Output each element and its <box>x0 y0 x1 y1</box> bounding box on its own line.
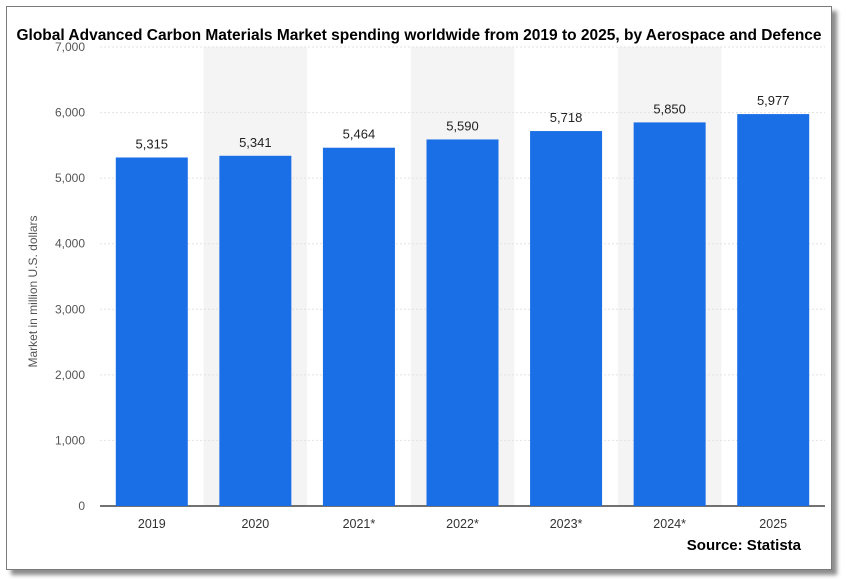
x-tick-label: 2025 <box>759 517 787 531</box>
y-tick-label: 0 <box>78 499 85 513</box>
bar <box>322 147 395 506</box>
y-tick-label: 7,000 <box>55 40 85 54</box>
bar <box>219 155 292 506</box>
x-tick-label: 2020 <box>241 517 269 531</box>
bar <box>426 139 499 506</box>
bar-value-label: 5,977 <box>757 93 790 108</box>
x-tick-label: 2024* <box>653 517 686 531</box>
x-tick-label: 2021* <box>343 517 376 531</box>
x-tick-label: 2023* <box>550 517 583 531</box>
y-tick-label: 1,000 <box>55 433 85 447</box>
y-tick-label: 3,000 <box>55 302 85 316</box>
x-tick-label: 2022* <box>446 517 479 531</box>
bar <box>737 114 810 506</box>
bar-chart: 0 1,000 2,000 3,000 4,000 5,000 6,000 7,000 Mark… <box>26 40 825 531</box>
bar-value-label: 5,850 <box>653 101 686 116</box>
bar-value-label: 5,315 <box>136 136 169 151</box>
x-tick-label: 2019 <box>138 517 166 531</box>
y-tick-label: 6,000 <box>55 106 85 120</box>
source-label: Source: Statista <box>686 537 801 554</box>
bar-value-label: 5,464 <box>343 127 376 142</box>
y-tick-label: 4,000 <box>55 237 85 251</box>
bar <box>530 131 603 506</box>
y-axis-title: Market in million U.S. dollars <box>26 215 40 367</box>
bar-value-label: 5,718 <box>550 110 583 125</box>
bar-value-label: 5,590 <box>446 118 479 133</box>
chart-frame: 0 1,000 2,000 3,000 4,000 5,000 6,000 7,000 Mark… <box>6 6 832 570</box>
bar <box>115 157 188 506</box>
y-tick-label: 2,000 <box>55 368 85 382</box>
bar-value-label: 5,341 <box>239 135 272 150</box>
y-tick-label: 5,000 <box>55 171 85 185</box>
chart-title: Global Advanced Carbon Materials Market … <box>16 27 822 44</box>
bar <box>633 122 706 507</box>
